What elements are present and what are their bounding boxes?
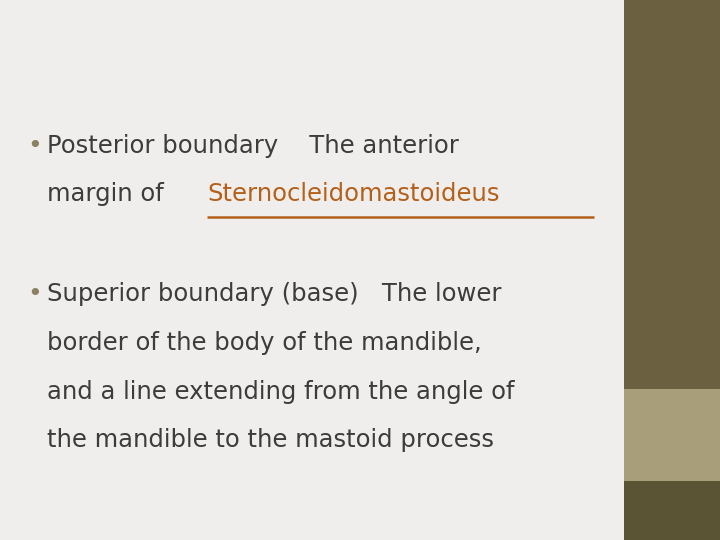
Text: the mandible to the mastoid process: the mandible to the mastoid process	[47, 428, 494, 452]
Text: Superior boundary (base)   The lower: Superior boundary (base) The lower	[47, 282, 501, 306]
Bar	[624, 389, 720, 481]
Text: and a line extending from the angle of: and a line extending from the angle of	[47, 380, 514, 403]
Bar	[624, 0, 720, 389]
Text: Sternocleidomastoideus: Sternocleidomastoideus	[207, 183, 500, 206]
Text: Posterior boundary    The anterior: Posterior boundary The anterior	[47, 134, 459, 158]
Text: •: •	[27, 282, 42, 306]
Text: border of the body of the mandible,: border of the body of the mandible,	[47, 331, 482, 355]
Text: margin of: margin of	[47, 183, 171, 206]
Text: •: •	[27, 134, 42, 158]
Bar	[624, 481, 720, 540]
